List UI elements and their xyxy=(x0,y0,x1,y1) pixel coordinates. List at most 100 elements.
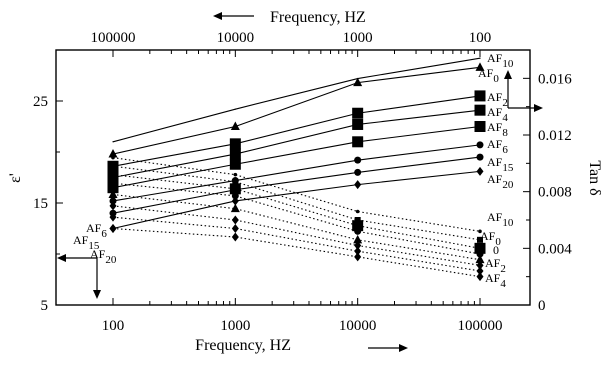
epsilon-series-label: AF0 xyxy=(478,66,499,85)
top-tick-label: 1000 xyxy=(343,30,373,46)
epsilon-point xyxy=(354,168,362,176)
epsilon-line xyxy=(112,109,481,179)
epsilon-point xyxy=(109,197,117,205)
left-axis-title: ε' xyxy=(7,173,24,183)
right-guide-arrow-head xyxy=(534,104,543,112)
epsilon-point xyxy=(108,149,118,158)
tan-delta-line xyxy=(112,174,481,249)
right-tick-label: 0.004 xyxy=(538,241,572,257)
bottom-tick-label: 100000 xyxy=(458,318,503,334)
epsilon-line xyxy=(112,144,481,202)
plot-frame xyxy=(55,49,531,306)
tan-delta-point xyxy=(476,260,484,270)
epsilon-point xyxy=(354,156,362,164)
tan-delta-point xyxy=(354,241,362,250)
tan-delta-point xyxy=(230,203,240,213)
epsilon-point xyxy=(476,141,484,149)
tan-delta-line xyxy=(112,227,481,278)
top-axis-title: Frequency, HZ xyxy=(270,9,366,26)
epsilon-series-label: AF15 xyxy=(487,155,514,174)
epsilon-series-label: AF20 xyxy=(487,172,514,191)
epsilon-series-label: AF8 xyxy=(487,120,508,139)
bottom-tick-label: 100 xyxy=(102,318,125,334)
epsilon-point xyxy=(229,148,241,160)
series-labels-group: AF10AF0AF2AF4AF8AF6AF15AF20AF10AF00AF2AF… xyxy=(73,51,514,290)
tan-delta-point xyxy=(108,189,118,198)
top-tick-label: 100000 xyxy=(91,30,136,46)
tan-delta-point xyxy=(476,266,484,276)
epsilon-line xyxy=(112,125,481,189)
tan-delta-point xyxy=(354,246,362,256)
tan-delta-line xyxy=(112,205,481,266)
bottom-arrow-head xyxy=(399,344,408,352)
axes-group: 100 1000 10000 100000 100000 10000 1000 100 5 15 2… xyxy=(7,9,603,354)
epsilon-point xyxy=(234,108,236,110)
tan-delta-point xyxy=(353,234,363,244)
epsilon-point xyxy=(476,153,484,161)
tan-delta-point xyxy=(231,215,239,225)
tan-delta-point xyxy=(354,217,361,223)
tan-delta-line xyxy=(112,165,481,241)
up-guide-arrow-head xyxy=(504,70,512,79)
left-guide-arrow-head xyxy=(57,254,66,262)
right-axis-title: Tan δ xyxy=(586,160,603,195)
epsilon-series-label: AF4 xyxy=(487,105,508,124)
series-group xyxy=(107,57,486,282)
tan-delta-point xyxy=(478,229,482,234)
epsilon-point xyxy=(474,104,486,116)
tan-delta-point xyxy=(229,183,241,195)
tan-delta-label-right: 0 xyxy=(493,243,499,257)
tan-delta-point xyxy=(111,155,115,160)
tan-delta-point xyxy=(109,179,117,187)
epsilon-point xyxy=(474,90,486,102)
right-tick-label: 0.012 xyxy=(538,128,572,144)
tan-delta-point xyxy=(232,178,239,185)
tan-delta-point xyxy=(352,220,364,232)
tan-delta-label-right: AF0 xyxy=(480,229,501,248)
tan-delta-point xyxy=(477,236,483,243)
tan-delta-label-left: AF15 xyxy=(73,233,100,252)
epsilon-point xyxy=(352,136,364,148)
tan-delta-line xyxy=(112,216,481,272)
tan-delta-point xyxy=(109,212,117,222)
tan-delta-label-left: AF6 xyxy=(86,221,107,240)
epsilon-line xyxy=(112,156,481,214)
left-tick-label: 15 xyxy=(33,196,48,212)
epsilon-point xyxy=(107,182,119,194)
top-tick-label: 100 xyxy=(469,30,492,46)
epsilon-point xyxy=(475,62,485,71)
tan-delta-point xyxy=(474,242,486,254)
epsilon-point xyxy=(474,121,486,132)
top-arrow-head xyxy=(213,12,222,20)
epsilon-point xyxy=(352,118,364,130)
right-tick-label: 0.008 xyxy=(538,185,572,201)
tan-delta-point xyxy=(110,163,116,170)
tan-delta-point xyxy=(476,272,484,282)
tan-delta-point xyxy=(355,209,360,214)
down-guide-arrow-head xyxy=(93,290,101,299)
epsilon-point xyxy=(352,107,364,119)
tan-delta-line xyxy=(112,157,481,232)
plot-frame-group xyxy=(55,49,531,306)
tan-delta-point xyxy=(109,224,117,233)
epsilon-series-label: AF10 xyxy=(487,51,514,70)
axis-arrows-group xyxy=(57,12,543,352)
tan-delta-line xyxy=(112,193,481,261)
left-tick-label: 25 xyxy=(33,94,48,110)
left-tick-label: 5 xyxy=(41,298,49,314)
epsilon-line xyxy=(112,95,481,167)
tan-delta-point xyxy=(475,254,485,264)
bottom-axis-title: Frequency, HZ xyxy=(195,337,291,354)
tan-delta-point xyxy=(233,172,238,177)
right-tick-label: 0 xyxy=(538,298,546,314)
top-tick-label: 10000 xyxy=(217,30,255,46)
tan-delta-point xyxy=(107,169,119,181)
epsilon-point xyxy=(229,138,241,150)
tan-delta-label-right: AF4 xyxy=(485,271,506,290)
tan-delta-point xyxy=(354,227,362,235)
bottom-tick-label: 1000 xyxy=(220,318,250,334)
tan-delta-label-right: AF10 xyxy=(487,210,514,229)
bottom-tick-label: 10000 xyxy=(339,318,377,334)
epsilon-point xyxy=(476,166,484,176)
